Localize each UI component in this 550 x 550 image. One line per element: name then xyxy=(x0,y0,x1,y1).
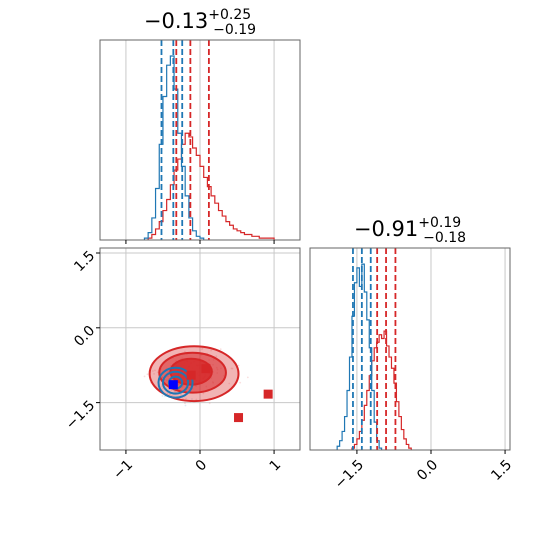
red-marker-3 xyxy=(263,389,273,399)
sample-point xyxy=(191,398,193,400)
title-x0-lower: −0.19 xyxy=(213,22,256,38)
sample-point xyxy=(201,348,203,351)
sample-point xyxy=(185,397,188,400)
sample-point xyxy=(173,391,176,393)
hist-x1-red-step xyxy=(351,330,412,450)
sample-point xyxy=(208,402,211,405)
sample-point xyxy=(184,350,186,353)
hist-x0-red-step xyxy=(147,132,275,240)
sample-point xyxy=(156,371,159,374)
sample-point xyxy=(153,372,155,375)
sample-point xyxy=(246,376,249,379)
scatter-yaxis-label-2: 1.5 xyxy=(71,248,98,275)
blue-marker xyxy=(168,380,178,390)
scatter-yaxis-label-1: 0.0 xyxy=(71,323,98,350)
title-x0: −0.13+0.25 −0.19 xyxy=(144,7,256,38)
sample-point xyxy=(230,367,233,370)
sample-point xyxy=(231,367,234,370)
red-marker-0 xyxy=(186,370,196,380)
sample-point xyxy=(146,373,149,376)
red-marker-2 xyxy=(234,413,244,423)
sample-point xyxy=(228,382,231,385)
title-x1-lower: −0.18 xyxy=(423,230,466,246)
sample-point xyxy=(184,402,186,405)
sample-point xyxy=(161,394,164,397)
sample-point xyxy=(219,348,222,351)
sample-point xyxy=(201,347,204,350)
title-x1-upper: +0.19 xyxy=(418,215,461,231)
sample-point xyxy=(237,364,240,367)
hist-x1-blue-step xyxy=(336,263,383,450)
title-x1-value: −0.91 xyxy=(354,217,418,241)
scatter-xaxis-label-2: 1 xyxy=(267,457,285,475)
sample-point xyxy=(184,404,187,407)
sample-point xyxy=(170,389,173,392)
title-x0-value: −0.13 xyxy=(144,9,208,33)
sample-point xyxy=(166,392,169,395)
sample-point xyxy=(210,349,213,352)
scatter-yaxis-label-0: −1.5 xyxy=(63,398,98,433)
panel-frame-h1 xyxy=(309,247,511,451)
sample-point xyxy=(154,369,156,372)
sample-point xyxy=(143,375,146,378)
sample-point xyxy=(202,392,205,395)
hist-x1-xaxis-label-0: −1.5 xyxy=(332,457,367,492)
title-x0-upper: +0.25 xyxy=(208,7,251,23)
sample-point xyxy=(239,381,242,384)
hist-x1-xaxis-label-2: 1.5 xyxy=(488,457,515,484)
sample-point xyxy=(151,370,154,372)
scatter-xaxis-label-0: −1 xyxy=(110,457,136,483)
sample-point xyxy=(180,393,182,396)
sample-point xyxy=(174,391,177,393)
title-x1: −0.91+0.19 −0.18 xyxy=(354,215,466,246)
sample-point xyxy=(195,398,198,401)
red-marker-1 xyxy=(201,364,211,374)
blue-contour-1 xyxy=(161,370,190,395)
sample-point xyxy=(215,355,218,358)
hist-x1-xaxis-label-1: 0.0 xyxy=(414,457,441,484)
scatter-xaxis-label-1: 0 xyxy=(193,457,211,475)
blue-contour-0 xyxy=(157,366,194,399)
